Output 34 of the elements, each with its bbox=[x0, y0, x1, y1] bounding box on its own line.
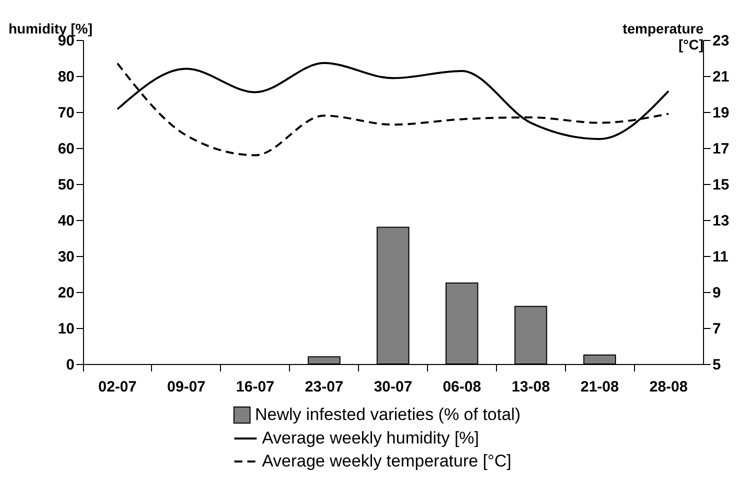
y2-tick-label: 11 bbox=[712, 248, 728, 266]
legend-label: Newly infested varieties (% of total) bbox=[255, 405, 520, 424]
line-series bbox=[116, 62, 670, 156]
y-tick-label: 20 bbox=[58, 284, 74, 302]
x-tick-label: 02-07 bbox=[98, 378, 137, 396]
x-tick-label: 06-08 bbox=[442, 378, 482, 396]
y2-tick-label: 23 bbox=[712, 32, 730, 50]
y2-tick-label: 9 bbox=[712, 284, 721, 302]
legend-label: Average weekly temperature [°C] bbox=[262, 452, 512, 470]
y2-tick-label: 21 bbox=[712, 68, 730, 86]
y-tick-label: 0 bbox=[66, 356, 74, 374]
x-tick-label: 13-08 bbox=[512, 378, 550, 396]
y-tick-label: 60 bbox=[58, 140, 74, 158]
legend-label: Average weekly humidity [%] bbox=[262, 428, 480, 448]
y2-tick-label: 17 bbox=[712, 140, 730, 158]
y-axis-title: humidity [%] bbox=[8, 20, 92, 36]
y2-axis-title: temperature [°C] bbox=[622, 20, 704, 52]
y-tick-label: 80 bbox=[58, 68, 74, 86]
x-tick-label: 28-08 bbox=[649, 378, 688, 396]
x-tick-label: 09-07 bbox=[167, 378, 206, 396]
y2-tick-label: 13 bbox=[712, 212, 730, 230]
y-tick-label: 50 bbox=[58, 176, 74, 194]
y-tick-label: 30 bbox=[58, 248, 74, 266]
x-tick-label: 23-07 bbox=[304, 378, 344, 396]
y-tick-label: 10 bbox=[58, 320, 74, 338]
y2-tick-label: 19 bbox=[712, 104, 730, 122]
x-tick-label: 21-08 bbox=[580, 378, 619, 396]
y-tick-label: 40 bbox=[58, 212, 74, 230]
x-tick-label: 16-07 bbox=[236, 378, 274, 396]
y2-tick-label: 15 bbox=[712, 176, 730, 194]
x-tick-label: 30-07 bbox=[374, 378, 412, 396]
y2-tick-label: 5 bbox=[712, 356, 721, 374]
y2-tick-label: 7 bbox=[712, 320, 721, 338]
y-tick-label: 70 bbox=[58, 104, 74, 122]
